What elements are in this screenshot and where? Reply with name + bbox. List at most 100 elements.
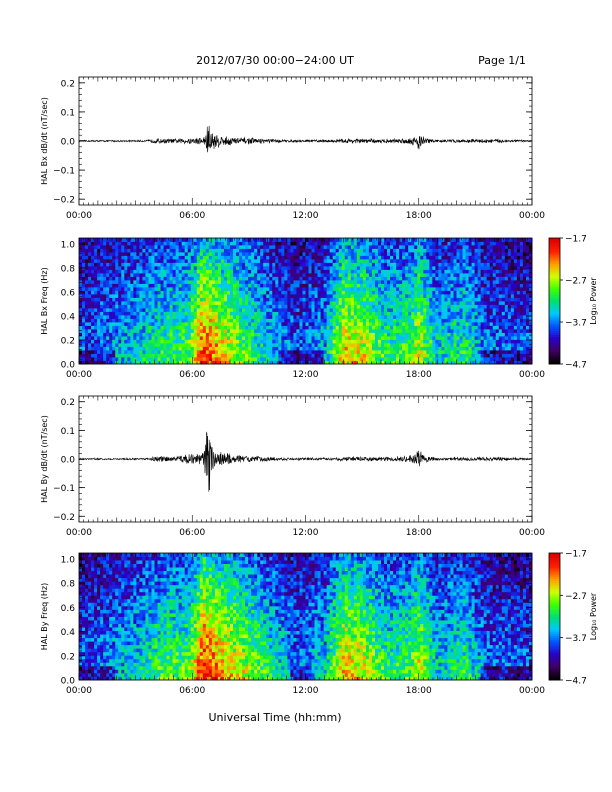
- spectrogram-cell: [281, 249, 284, 253]
- spectrogram-cell: [321, 322, 324, 326]
- spectrogram-cell: [469, 333, 472, 337]
- spectrogram-cell: [82, 322, 85, 326]
- spectrogram-cell: [221, 301, 224, 305]
- spectrogram-cell: [218, 252, 221, 256]
- spectrogram-cell: [357, 347, 360, 351]
- spectrogram-cell: [441, 280, 444, 284]
- spectrogram-cell: [182, 305, 185, 309]
- spectrogram-cell: [176, 315, 179, 319]
- spectrogram-cell: [423, 259, 426, 263]
- spectrogram-cell: [118, 249, 121, 253]
- spectrogram-cell: [357, 245, 360, 249]
- spectrogram-cell: [257, 273, 260, 277]
- spectrogram-cell: [124, 249, 127, 253]
- spectrogram-cell: [472, 357, 475, 361]
- spectrogram-cell: [444, 340, 447, 344]
- spectrogram-cell: [453, 291, 456, 295]
- spectrogram-cell: [191, 256, 194, 260]
- spectrogram-cell: [218, 315, 221, 319]
- spectrogram-cell: [408, 249, 411, 253]
- spectrogram-cell: [221, 259, 224, 263]
- spectrogram-cell: [348, 284, 351, 288]
- spectrogram-cell: [402, 326, 405, 330]
- spectrogram-cell: [469, 291, 472, 295]
- spectrogram-cell: [460, 294, 463, 298]
- spectrogram-cell: [287, 259, 290, 263]
- spectrogram-cell: [475, 333, 478, 337]
- spectrogram-cell: [426, 305, 429, 309]
- spectrogram-cell: [164, 277, 167, 281]
- spectrogram-cell: [266, 259, 269, 263]
- spectrogram-cell: [103, 340, 106, 344]
- spectrogram-cell: [278, 238, 281, 242]
- spectrogram-cell: [384, 322, 387, 326]
- spectrogram-cell: [118, 273, 121, 277]
- spectrogram-cell: [136, 326, 139, 330]
- spectrogram-cell: [182, 333, 185, 337]
- spectrogram-cell: [155, 315, 158, 319]
- spectrogram-cell: [148, 305, 151, 309]
- spectrogram-cell: [79, 284, 82, 288]
- spectrogram-cell: [266, 280, 269, 284]
- spectrogram-cell: [393, 252, 396, 256]
- spectrogram-cell: [185, 256, 188, 260]
- spectrogram-cell: [432, 305, 435, 309]
- spectrogram-cell: [239, 245, 242, 249]
- spectrogram-cell: [472, 350, 475, 354]
- spectrogram-cell: [290, 336, 293, 340]
- spectrogram-cell: [272, 263, 275, 267]
- spectrogram-cell: [200, 343, 203, 347]
- spectrogram-cell: [447, 322, 450, 326]
- spectrogram-cell: [145, 256, 148, 260]
- spectrogram-cell: [460, 298, 463, 302]
- spectrogram-cell: [302, 333, 305, 337]
- spectrogram-cell: [333, 347, 336, 351]
- spectrogram-cell: [106, 315, 109, 319]
- spectrogram-cell: [79, 298, 82, 302]
- spectrogram-cell: [127, 287, 130, 291]
- spectrogram-cell: [272, 301, 275, 305]
- spectrogram-cell: [239, 277, 242, 281]
- spectrogram-cell: [411, 287, 414, 291]
- spectrogram-cell: [312, 319, 315, 323]
- spectrogram-cell: [450, 301, 453, 305]
- spectrogram-cell: [378, 294, 381, 298]
- spectrogram-cell: [327, 280, 330, 284]
- spectrogram-cell: [82, 305, 85, 309]
- spectrogram-cell: [460, 245, 463, 249]
- spectrogram-cell: [278, 308, 281, 312]
- spectrogram-cell: [182, 294, 185, 298]
- spectrogram-cell: [136, 298, 139, 302]
- spectrogram-cell: [435, 266, 438, 270]
- spectrogram-cell: [339, 326, 342, 330]
- spectrogram-cell: [263, 266, 266, 270]
- spectrogram-cell: [269, 301, 272, 305]
- spectrogram-cell: [381, 256, 384, 260]
- spectrogram-cell: [248, 259, 251, 263]
- spectrogram-cell: [324, 277, 327, 281]
- spectrogram-cell: [221, 354, 224, 358]
- spectrogram-cell: [342, 322, 345, 326]
- spectrogram-cell: [315, 259, 318, 263]
- spectrogram-cell: [194, 308, 197, 312]
- spectrogram-cell: [203, 336, 206, 340]
- spectrogram-cell: [263, 333, 266, 337]
- spectrogram-cell: [330, 354, 333, 358]
- spectrogram-cell: [275, 242, 278, 246]
- spectrogram-cell: [408, 256, 411, 260]
- spectrogram-cell: [345, 263, 348, 267]
- spectrogram-cell: [309, 308, 312, 312]
- spectrogram-cell: [372, 270, 375, 274]
- spectrogram-cell: [287, 238, 290, 242]
- spectrogram-cell: [309, 291, 312, 295]
- spectrogram-cell: [457, 319, 460, 323]
- spectrogram-cell: [426, 322, 429, 326]
- spectrogram-cell: [263, 242, 266, 246]
- spectrogram-cell: [318, 298, 321, 302]
- spectrogram-cell: [420, 277, 423, 281]
- spectrogram-cell: [302, 329, 305, 333]
- spectrogram-cell: [296, 259, 299, 263]
- spectrogram-cell: [450, 319, 453, 323]
- spectrogram-cell: [130, 266, 133, 270]
- spectrogram-cell: [88, 266, 91, 270]
